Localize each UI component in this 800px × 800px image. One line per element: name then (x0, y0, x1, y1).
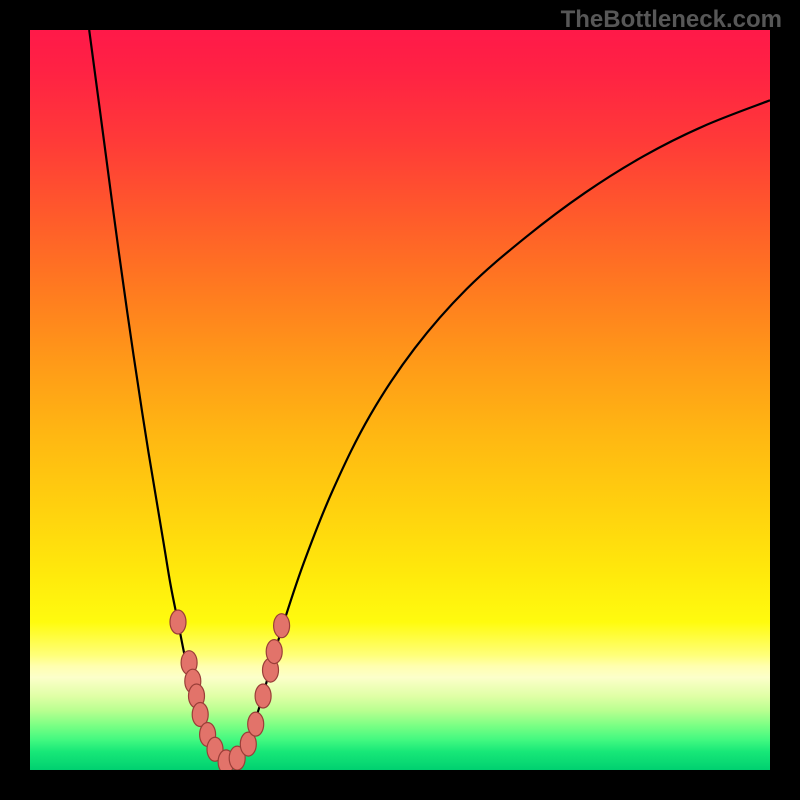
data-marker (170, 610, 186, 634)
data-marker (266, 640, 282, 664)
data-marker (248, 712, 264, 736)
data-marker (255, 684, 271, 708)
plot-area (30, 30, 770, 770)
chart-overlay-svg (30, 30, 770, 770)
data-marker (274, 614, 290, 638)
curve-left-branch (89, 30, 230, 766)
curve-right-branch (230, 100, 770, 766)
chart-canvas: TheBottleneck.com (0, 0, 800, 800)
